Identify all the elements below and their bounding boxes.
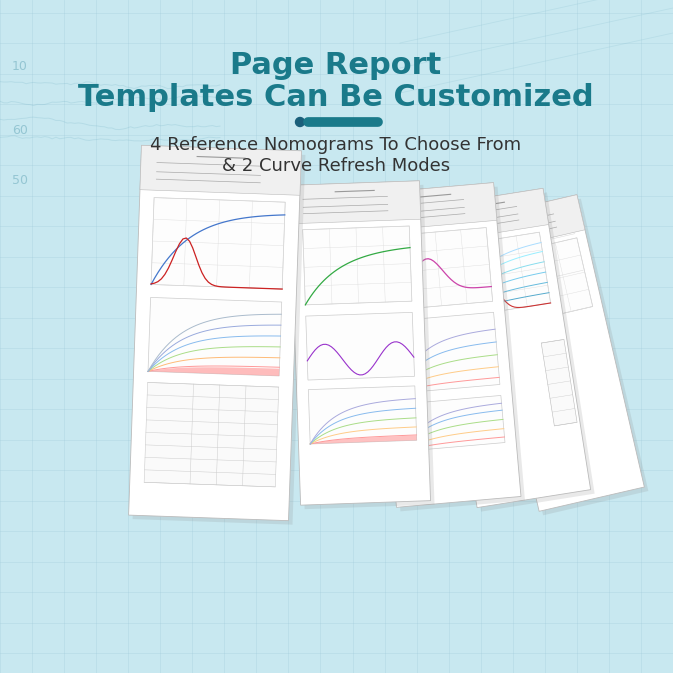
Text: Page Report: Page Report	[230, 50, 441, 79]
Text: 4 Reference Nomograms To Choose From: 4 Reference Nomograms To Choose From	[151, 136, 522, 154]
Polygon shape	[369, 182, 521, 507]
Polygon shape	[429, 188, 591, 507]
Polygon shape	[446, 232, 551, 318]
Polygon shape	[151, 198, 285, 289]
Polygon shape	[476, 199, 648, 516]
Polygon shape	[373, 186, 525, 511]
Text: 50: 50	[12, 174, 28, 186]
Polygon shape	[306, 312, 415, 380]
Text: & 2 Curve Refresh Modes: & 2 Curve Refresh Modes	[222, 157, 450, 175]
Polygon shape	[129, 145, 302, 521]
Polygon shape	[144, 382, 279, 487]
Polygon shape	[148, 297, 282, 376]
Polygon shape	[398, 396, 505, 452]
Polygon shape	[310, 435, 417, 444]
Polygon shape	[472, 194, 585, 254]
Polygon shape	[289, 181, 421, 223]
Polygon shape	[303, 226, 412, 305]
Polygon shape	[384, 227, 493, 310]
Polygon shape	[133, 149, 306, 525]
Text: 60: 60	[12, 124, 28, 137]
Polygon shape	[140, 145, 302, 195]
Polygon shape	[148, 367, 279, 376]
Polygon shape	[541, 339, 577, 426]
Polygon shape	[392, 312, 500, 394]
Polygon shape	[308, 386, 417, 444]
Text: Templates Can Be Customized: Templates Can Be Customized	[78, 83, 594, 112]
Polygon shape	[433, 192, 595, 511]
Polygon shape	[289, 181, 431, 505]
Polygon shape	[293, 185, 435, 509]
Circle shape	[295, 118, 304, 127]
Polygon shape	[491, 238, 593, 326]
Polygon shape	[429, 188, 548, 242]
Polygon shape	[369, 182, 497, 232]
Polygon shape	[472, 194, 644, 511]
Text: 10: 10	[12, 59, 28, 73]
